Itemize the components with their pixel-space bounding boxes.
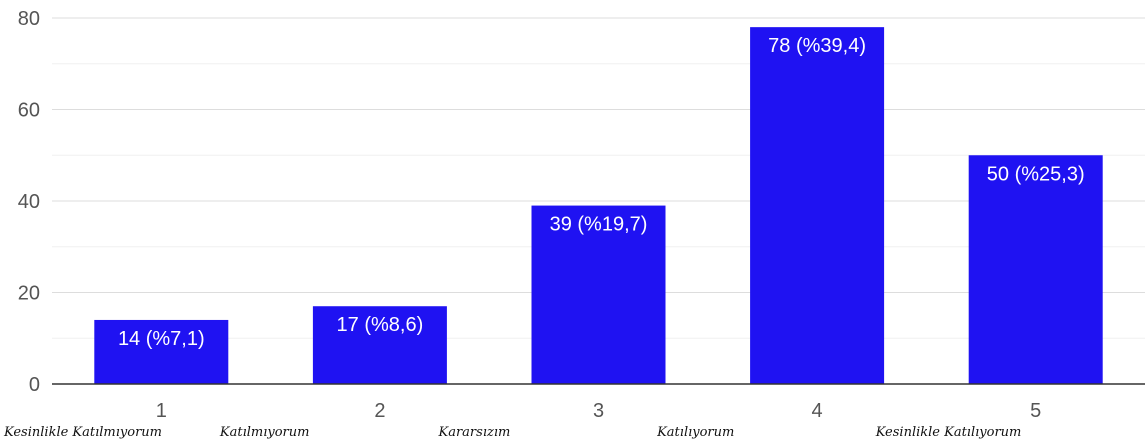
bar-data-label: 39 (%19,7) <box>550 214 648 236</box>
x-category-description: Kesinlikle Katılmıyorum <box>3 425 162 440</box>
x-category-description: Kesinlikle Katılıyorum <box>875 425 1022 440</box>
bars: 14 (%7,1) 17 (%8,6) 39 (%19,7) 78 (%39,4) 50… <box>94 27 1103 385</box>
x-category-description: Kararsızım <box>438 425 511 440</box>
x-tick-label: 3 <box>593 400 604 422</box>
x-tick-label: 1 <box>156 400 167 422</box>
x-category-description: Katılmıyorum <box>219 425 310 440</box>
bar-1 <box>94 319 229 384</box>
x-tick-label: 4 <box>812 400 823 422</box>
x-axis-ticks: 1 Kesinlikle Katılmıyorum 2 Katılmıyorum 3 Ka… <box>3 400 1041 440</box>
y-tick-label: 60 <box>18 100 40 122</box>
y-tick-label: 80 <box>18 8 40 30</box>
bar-data-label: 14 (%7,1) <box>118 328 205 350</box>
bar-data-label: 50 (%25,3) <box>987 163 1085 185</box>
y-axis-ticks: 0 20 40 60 80 <box>18 8 40 396</box>
bar-data-label: 78 (%39,4) <box>768 35 866 57</box>
y-tick-label: 40 <box>18 191 40 213</box>
y-tick-label: 20 <box>18 283 40 305</box>
x-category-description: Katılıyorum <box>656 425 734 440</box>
bar-2 <box>312 306 447 384</box>
bar-3 <box>531 205 666 384</box>
x-tick-label: 5 <box>1030 400 1041 422</box>
y-tick-label: 0 <box>29 374 40 396</box>
x-tick-label: 2 <box>374 400 385 422</box>
bar-data-label: 17 (%8,6) <box>337 314 424 336</box>
bar-5 <box>968 155 1103 384</box>
bar-4 <box>750 27 885 385</box>
